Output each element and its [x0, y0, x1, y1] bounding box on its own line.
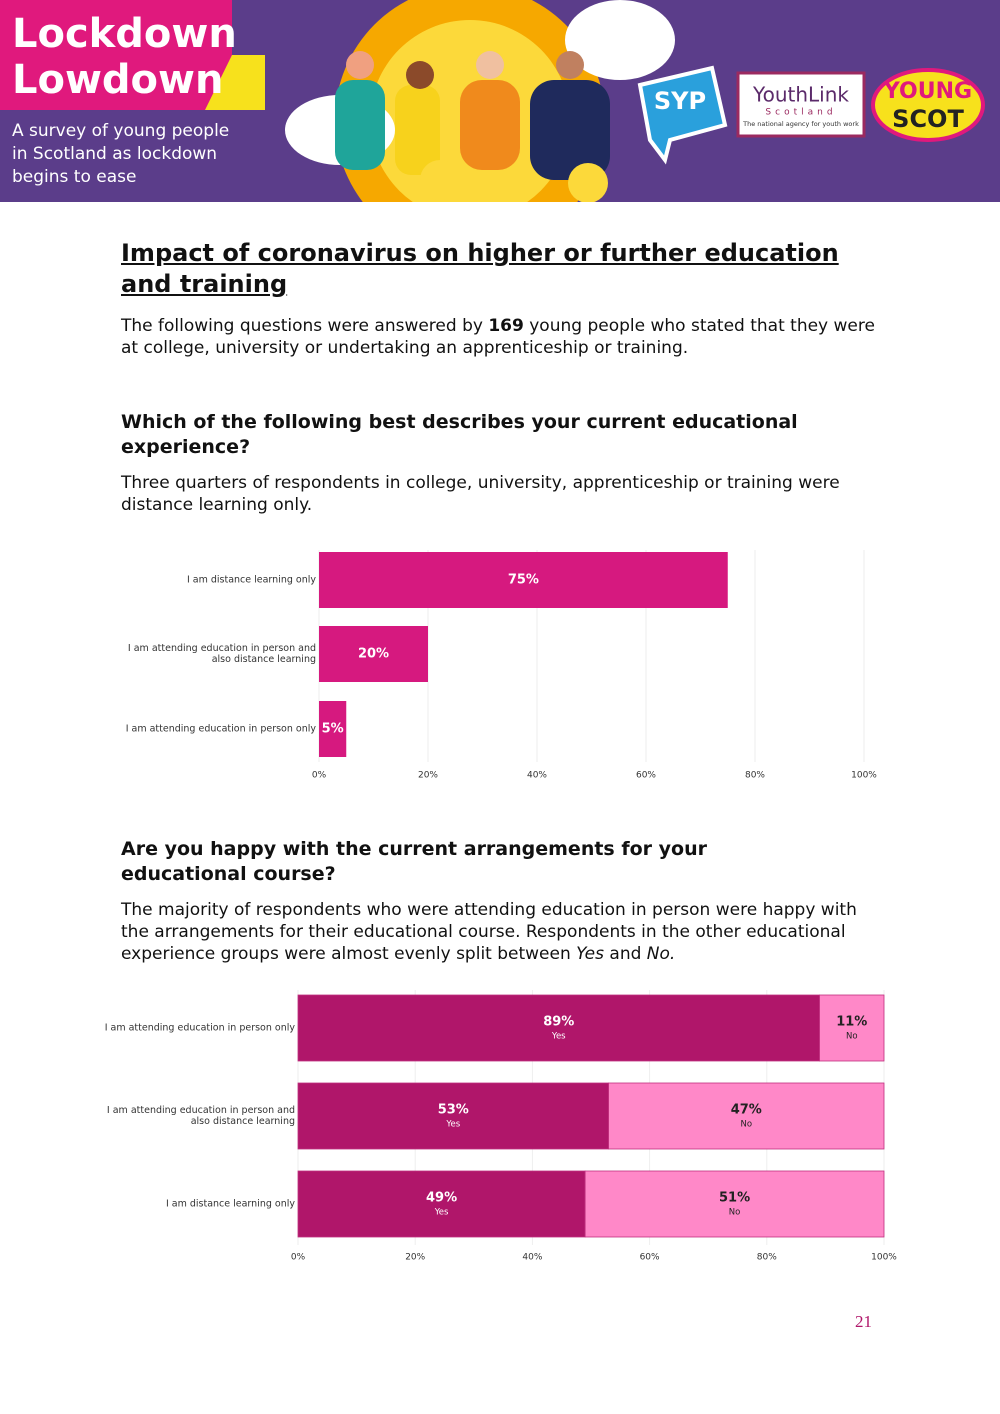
bar-segment — [297, 994, 820, 1062]
text: and — [604, 944, 647, 964]
x-tick-label: 0% — [312, 771, 327, 781]
value-label: 5% — [322, 722, 344, 737]
x-tick-label: 60% — [636, 771, 656, 781]
bar — [319, 626, 428, 682]
x-tick-label: 40% — [527, 771, 547, 781]
bar-segment — [819, 994, 885, 1062]
category-label: I am attending education in person and a… — [106, 1105, 295, 1127]
italic-text: No. — [646, 944, 676, 964]
syp-logo: SYP — [654, 87, 706, 115]
header-subtitle: begins to ease — [12, 167, 136, 187]
x-tick-label: 80% — [745, 771, 765, 781]
header-banner: Lockdown Lowdown A survey of young peopl… — [0, 0, 1000, 202]
header-title: Lockdown — [12, 11, 237, 57]
page-number: 21 — [855, 1312, 872, 1331]
header-title: Lowdown — [12, 57, 223, 103]
series-label: No — [741, 1120, 753, 1130]
value-label: 51% — [719, 1191, 750, 1206]
youngscot-logo: YOUNG — [883, 79, 972, 104]
youngscot-logo: SCOT — [892, 105, 964, 133]
series-label: No — [846, 1032, 858, 1042]
value-label: 75% — [508, 573, 539, 588]
bar-segment — [584, 1170, 885, 1238]
x-tick-label: 20% — [418, 771, 438, 781]
text: The majority of respondents who were att… — [121, 900, 857, 964]
value-label: 89% — [543, 1015, 574, 1030]
bar-segment — [297, 1170, 586, 1238]
value-label: 47% — [731, 1103, 762, 1118]
youthlink-tag: The national agency for youth work — [742, 120, 859, 128]
intro: The following questions were answered by… — [121, 315, 881, 359]
series-label: Yes — [445, 1120, 460, 1130]
x-tick-label: 80% — [757, 1253, 777, 1263]
category-label: I am distance learning only — [186, 574, 316, 586]
category-label: I am attending education in person and a… — [127, 643, 316, 665]
header-subtitle: in Scotland as lockdown — [12, 144, 217, 164]
youthlink-logo: YouthLink — [752, 83, 849, 107]
bar-segment — [608, 1082, 885, 1150]
bar — [319, 701, 347, 757]
italic-text: Yes — [576, 944, 604, 964]
value-label: 49% — [426, 1191, 457, 1206]
paragraph: The majority of respondents who were att… — [121, 899, 881, 965]
youthlink-sub: Scotland — [765, 108, 836, 118]
x-tick-label: 40% — [522, 1253, 542, 1263]
x-tick-label: 0% — [291, 1253, 306, 1263]
bold-number: 169 — [488, 316, 524, 336]
text: young people who stated that they were a… — [121, 316, 875, 358]
series-label: Yes — [434, 1208, 449, 1218]
x-tick-label: 100% — [851, 771, 877, 781]
heading: Impact of coronavirus on higher or furth… — [121, 239, 839, 298]
question-title: Which of the following best describes yo… — [121, 411, 798, 458]
paragraph: Three quarters of respondents in college… — [121, 473, 840, 515]
bar-segment — [297, 1082, 609, 1150]
category-label: I am distance learning only — [165, 1198, 295, 1210]
x-tick-label: 20% — [405, 1253, 425, 1263]
x-tick-label: 60% — [640, 1253, 660, 1263]
bar — [319, 552, 728, 608]
value-label: 11% — [836, 1015, 867, 1030]
value-label: 20% — [358, 647, 389, 662]
category-label: I am attending education in person only — [104, 1022, 295, 1034]
text: The following questions were answered by — [121, 316, 489, 336]
header-subtitle: A survey of young people — [12, 121, 229, 141]
x-tick-label: 100% — [871, 1253, 897, 1263]
series-label: No — [729, 1208, 741, 1218]
question-title: Are you happy with the current arrangeme… — [121, 838, 707, 885]
category-label: I am attending education in person only — [125, 723, 316, 735]
series-label: Yes — [551, 1032, 566, 1042]
value-label: 53% — [438, 1103, 469, 1118]
